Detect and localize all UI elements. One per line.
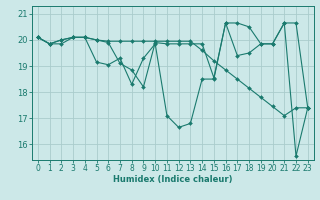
X-axis label: Humidex (Indice chaleur): Humidex (Indice chaleur) bbox=[113, 175, 233, 184]
